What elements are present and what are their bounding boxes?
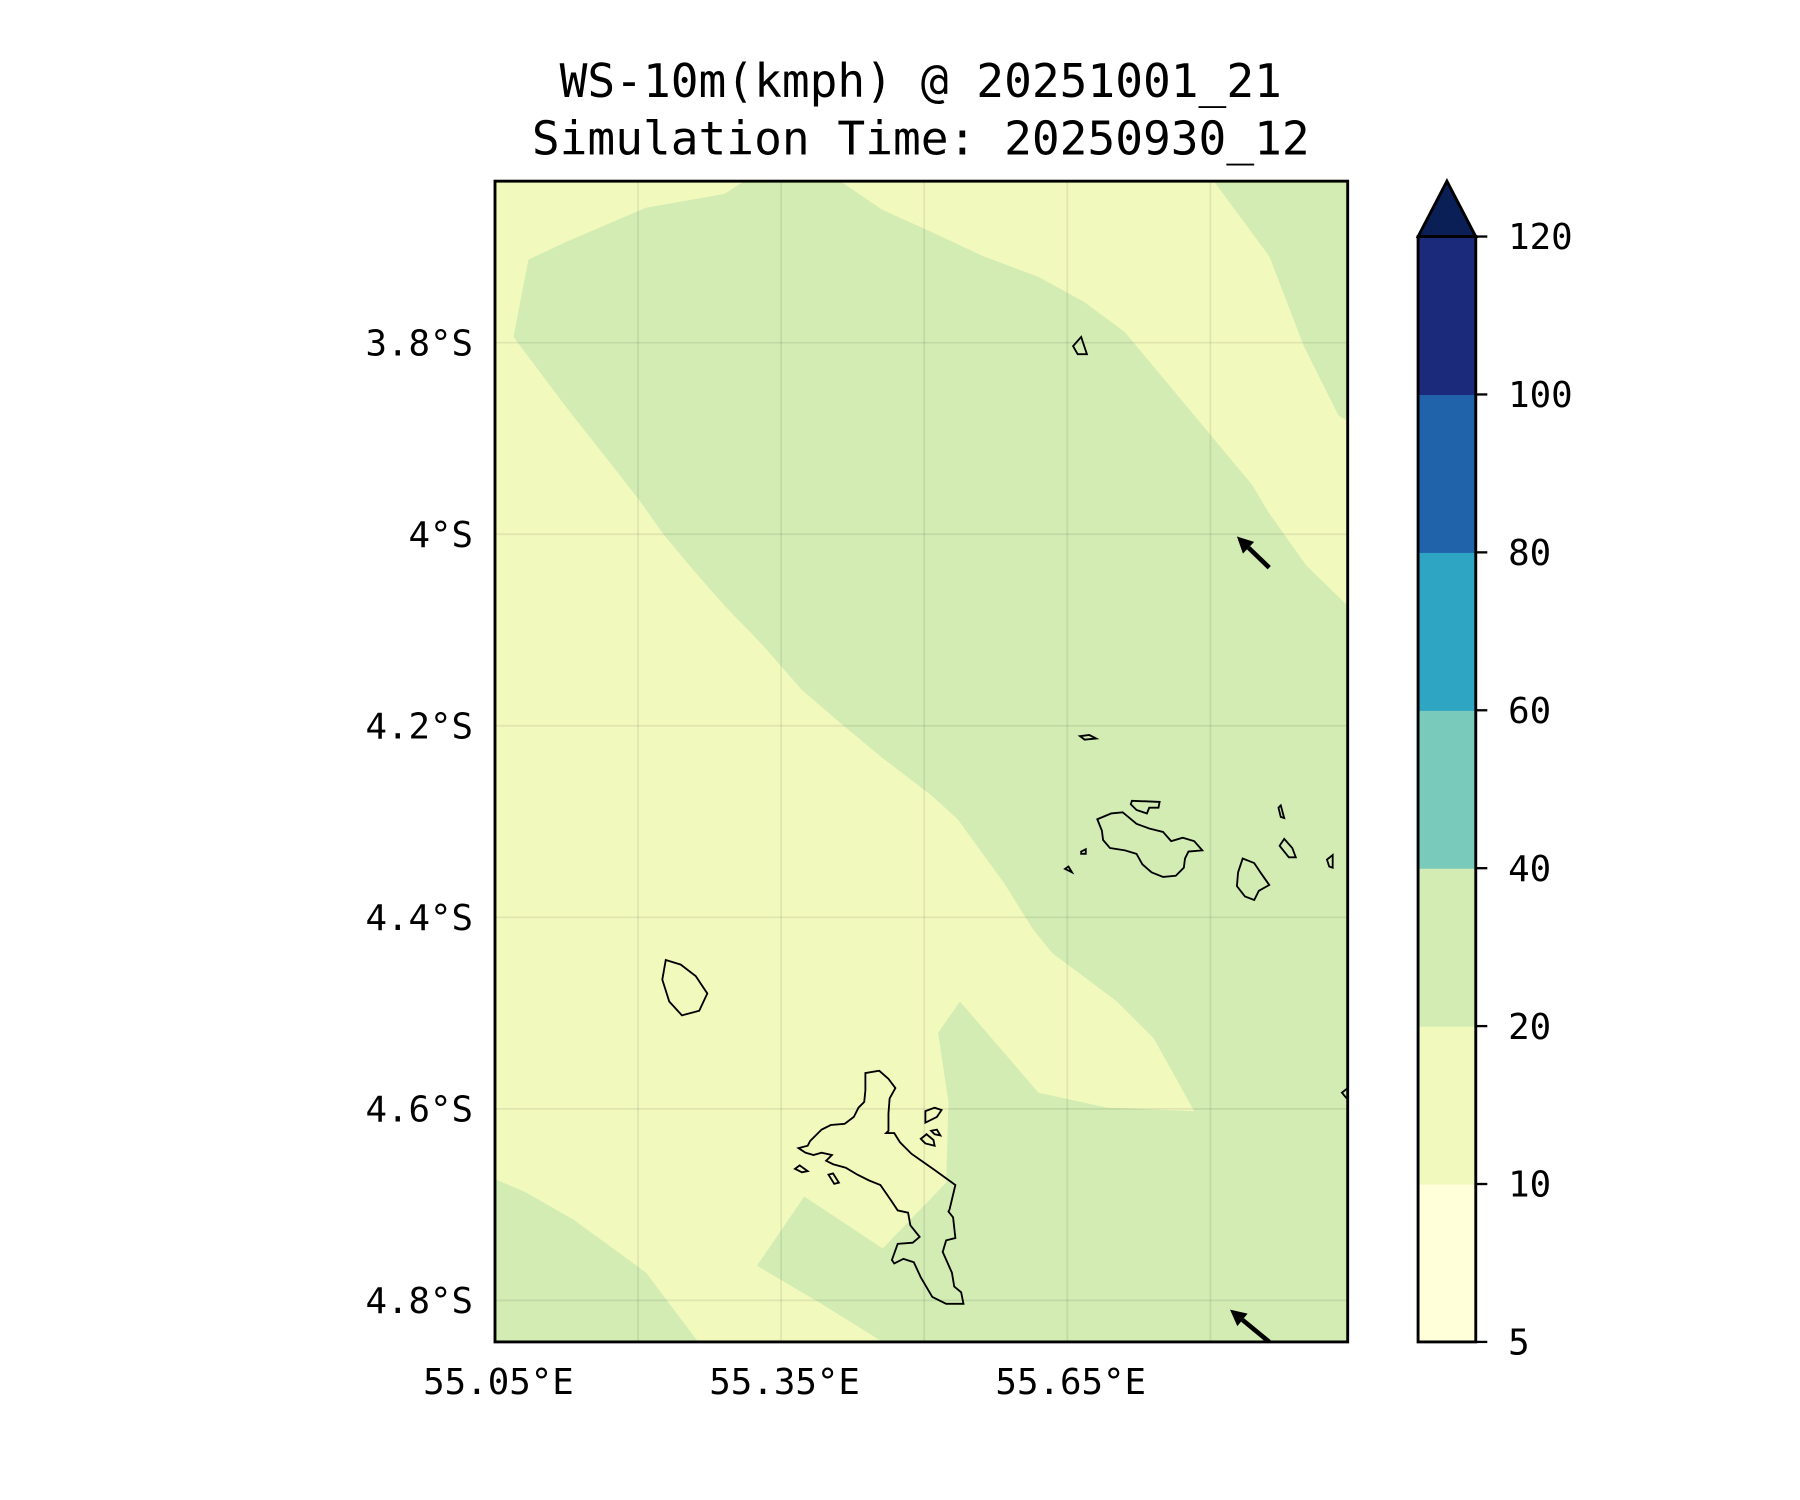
colorbar-tick-label: 40 (1508, 849, 1551, 890)
wind-vectors (1230, 536, 1271, 1342)
colorbar: 5 10 20 40 60 80 100 120 (1415, 178, 1573, 1364)
coastline-praslin (1096, 811, 1205, 878)
colorbar-tick-label: 20 (1508, 1007, 1551, 1048)
coastline-islet-8 (924, 1106, 943, 1125)
colorbar-segment (1418, 236, 1476, 396)
coastline-islet-2 (1077, 734, 1100, 741)
coastline-mahe (796, 1069, 965, 1305)
x-tick-label: 55.35°E (709, 1362, 860, 1403)
colorbar-segment (1418, 1184, 1476, 1343)
colorbar-tick-label: 120 (1508, 217, 1573, 258)
x-tick-label: 55.65°E (995, 1362, 1146, 1403)
coastline-islet-10 (929, 1128, 943, 1137)
colorbar-tick-label: 5 (1508, 1323, 1530, 1364)
wind-arrow-head (1230, 1309, 1248, 1327)
y-tick-label: 4.4°S (365, 898, 473, 939)
coastline-curieuse (1129, 799, 1161, 815)
coastlines (661, 335, 1348, 1305)
coastline-islet-4 (1277, 803, 1286, 820)
y-axis-ticks: 3.8°S 4°S 4.2°S 4.4°S 4.6°S 4.8°S (365, 323, 473, 1322)
y-tick-label: 4.8°S (365, 1281, 473, 1322)
chart-title: WS-10m(kmph) @ 20251001_21 (560, 54, 1282, 108)
map-frame (493, 179, 1350, 1344)
x-axis-ticks: 55.05°E 55.35°E 55.65°E (423, 1362, 1146, 1403)
gridlines (494, 181, 1348, 1342)
contour-20-40-top-right (1213, 181, 1348, 422)
colorbar-segment (1418, 710, 1476, 869)
x-tick-label: 55.05°E (423, 1362, 574, 1403)
chart-subtitle: Simulation Time: 20250930_12 (532, 112, 1310, 166)
wind-arrow-head (1236, 536, 1255, 554)
colorbar-tick-label: 10 (1508, 1165, 1551, 1206)
colorbar-tick-label: 60 (1508, 691, 1551, 732)
colorbar-segment (1418, 868, 1476, 1027)
coastline-islet-9 (919, 1133, 936, 1148)
coastline-islet-3 (1278, 837, 1298, 859)
colorbar-tick-label: 80 (1508, 533, 1551, 574)
coastline-silhouette (661, 958, 709, 1017)
coastline-islet-5 (1325, 853, 1334, 869)
wind-arrow-shaft (1246, 546, 1271, 570)
coastline-islet-6 (1080, 847, 1087, 855)
coastline-islet-13 (1340, 1086, 1348, 1102)
colorbar-segment (1418, 552, 1476, 711)
y-tick-label: 3.8°S (365, 323, 473, 364)
map-area (494, 181, 1348, 1342)
colorbar-segment (1418, 1026, 1476, 1185)
coastline-islet-12 (827, 1172, 841, 1185)
coastline-islet-7 (1063, 865, 1075, 875)
wind-arrow-icon (1236, 536, 1271, 570)
y-tick-label: 4.6°S (365, 1090, 473, 1131)
coastline-la-digue (1235, 857, 1271, 902)
colorbar-tick-label: 100 (1508, 375, 1573, 416)
colorbar-frame (1416, 235, 1478, 1344)
contour-20-40-main (513, 181, 1348, 1342)
contour-20-40-bottom-left (494, 1179, 699, 1342)
wind-arrow-icon (1230, 1309, 1271, 1342)
wind-arrow-shaft (1241, 1318, 1271, 1342)
coastline-islet-1 (1071, 335, 1089, 356)
colorbar-segment (1418, 394, 1476, 553)
y-tick-label: 4.2°S (365, 706, 473, 747)
coastline-islet-11 (793, 1164, 810, 1174)
y-tick-label: 4°S (408, 515, 473, 556)
colorbar-extend-arrow (1415, 178, 1479, 238)
